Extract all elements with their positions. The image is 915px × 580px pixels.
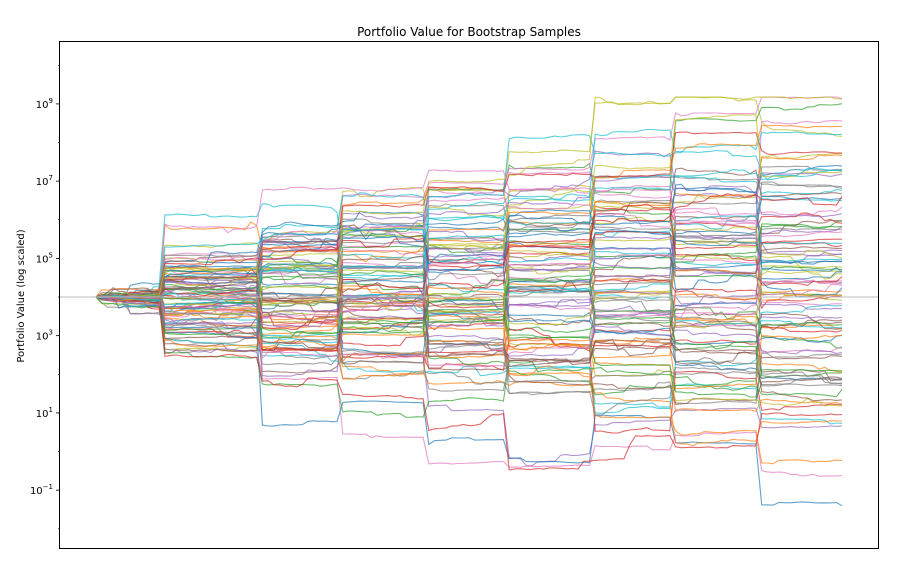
series-line <box>95 186 843 312</box>
series-line <box>95 295 843 368</box>
series-line <box>95 131 843 298</box>
y-tick-label: 10−1 <box>30 483 53 497</box>
series-line <box>95 296 843 465</box>
series-line <box>95 195 843 339</box>
series-line <box>95 294 843 352</box>
series-line <box>95 215 843 337</box>
y-tick-label: 101 <box>36 406 53 420</box>
series-line <box>95 96 843 310</box>
series-line <box>95 283 843 398</box>
series-line <box>95 294 843 507</box>
series-line <box>95 229 843 377</box>
series-line <box>95 184 843 305</box>
series-line <box>95 203 843 298</box>
series-line <box>95 253 843 318</box>
series-line <box>95 167 843 302</box>
series-line <box>95 293 843 371</box>
y-tick-label: 109 <box>36 97 53 111</box>
series-line <box>95 226 843 302</box>
plot-frame <box>59 41 879 549</box>
series-line <box>95 169 843 307</box>
series-line <box>95 193 843 330</box>
series-line <box>95 270 843 350</box>
y-tick-label: 107 <box>36 174 53 188</box>
y-tick-label: 105 <box>36 251 53 265</box>
series-line <box>95 248 843 319</box>
series-line <box>95 296 843 467</box>
series-line <box>95 198 843 301</box>
series-line <box>95 124 843 299</box>
y-tick-label: 103 <box>36 329 53 343</box>
y-axis: 10−1 101 103 105 107 109 <box>30 64 60 530</box>
series-line <box>95 288 843 371</box>
series-layer <box>95 96 843 507</box>
series-line <box>95 285 843 390</box>
series-line <box>95 275 843 366</box>
series-line <box>95 187 843 373</box>
series-line <box>95 197 843 298</box>
series-line <box>96 290 843 402</box>
series-line <box>95 293 843 434</box>
series-line <box>95 103 843 298</box>
series-line <box>96 250 843 344</box>
series-line <box>95 296 843 471</box>
series-line <box>95 237 843 392</box>
series-line <box>95 287 843 413</box>
series-line <box>95 288 842 447</box>
series-line <box>95 294 843 477</box>
series-line <box>96 239 843 387</box>
series-line <box>95 227 843 329</box>
chart-title: Portfolio Value for Bootstrap Samples <box>357 25 581 39</box>
series-line <box>95 96 843 306</box>
series-line <box>95 246 843 308</box>
series-line <box>95 249 843 336</box>
y-axis-label: Portfolio Value (log scaled) <box>16 229 27 362</box>
series-line <box>95 288 843 405</box>
series-line <box>95 295 843 398</box>
series-line <box>95 154 843 315</box>
series-line <box>96 128 843 310</box>
series-line <box>95 282 843 381</box>
series-line <box>95 295 843 417</box>
plot-area <box>59 41 879 549</box>
series-line <box>95 164 843 302</box>
series-line <box>95 230 842 352</box>
